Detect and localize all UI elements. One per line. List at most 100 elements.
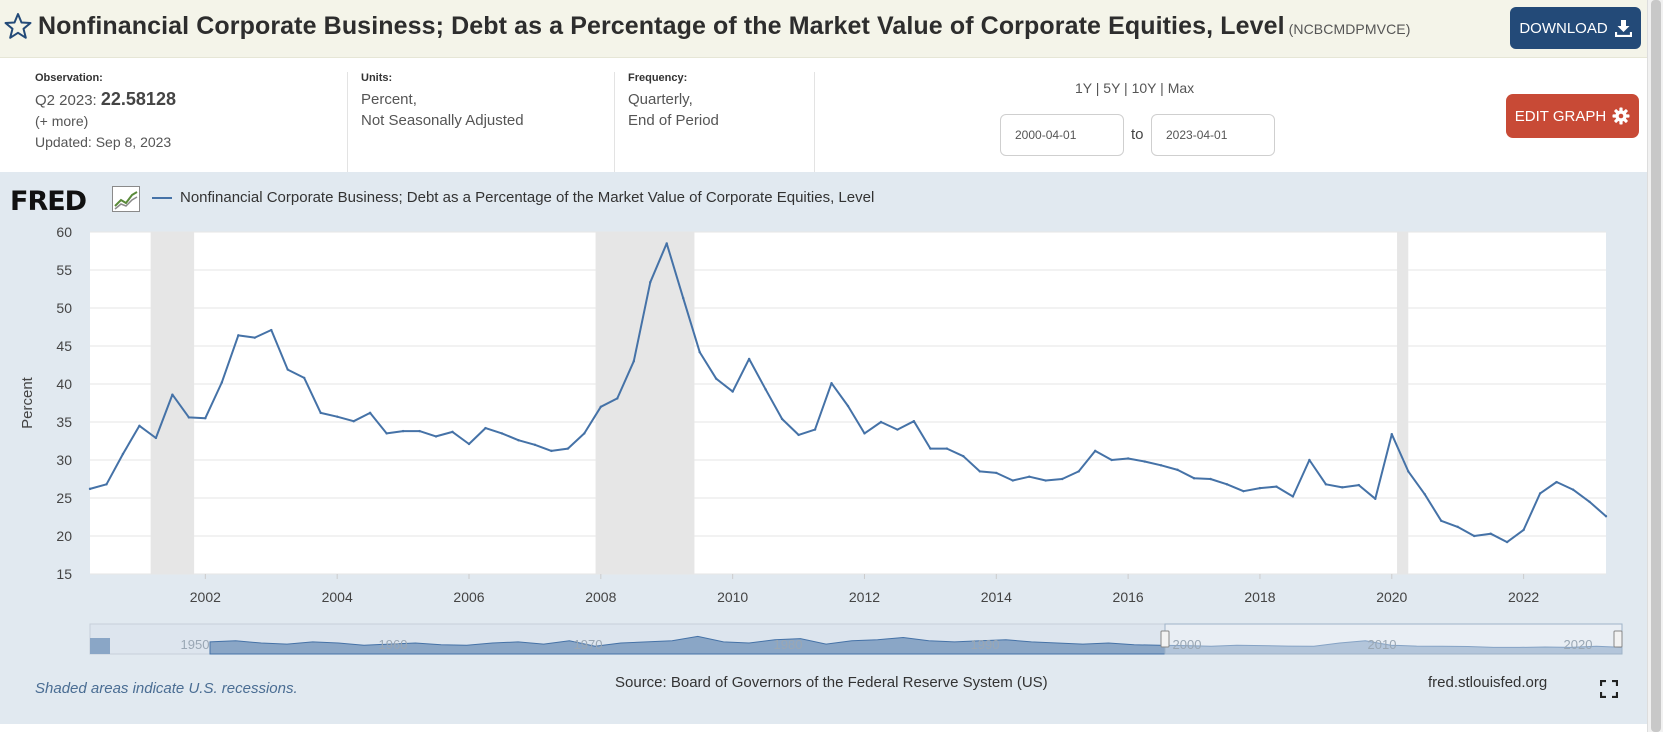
data-point bbox=[401, 429, 405, 433]
range-link-max[interactable]: Max bbox=[1167, 80, 1195, 96]
data-point bbox=[187, 416, 191, 419]
range-link-5y[interactable]: 5Y bbox=[1103, 80, 1121, 96]
data-point bbox=[780, 417, 784, 421]
recession-band bbox=[595, 232, 695, 574]
units-label: Units: bbox=[361, 72, 393, 84]
x-tick-label: 2010 bbox=[717, 589, 748, 605]
data-point bbox=[1423, 493, 1426, 496]
data-point bbox=[1341, 486, 1344, 489]
data-point bbox=[797, 433, 800, 437]
recession-band bbox=[150, 232, 195, 574]
legend-swatch bbox=[152, 196, 172, 199]
data-point bbox=[418, 429, 421, 433]
x-tick-label: 2016 bbox=[1113, 589, 1144, 605]
data-point bbox=[138, 424, 141, 427]
navigator-handle-right[interactable] bbox=[1613, 630, 1623, 648]
navigator-label: 2010 bbox=[1368, 637, 1397, 652]
star-outline-icon[interactable] bbox=[4, 12, 32, 40]
data-point bbox=[731, 390, 734, 393]
data-point bbox=[500, 432, 504, 435]
data-point bbox=[1522, 528, 1525, 532]
data-point bbox=[1176, 468, 1179, 472]
data-point bbox=[352, 420, 355, 423]
navigator-label: 1970 bbox=[574, 637, 603, 652]
title-bar: Nonfinancial Corporate Business; Debt as… bbox=[0, 0, 1647, 58]
data-point bbox=[517, 439, 520, 442]
data-point bbox=[385, 432, 388, 435]
data-point bbox=[1209, 477, 1212, 481]
frequency-line-1: Quarterly, bbox=[628, 91, 693, 108]
data-point bbox=[1291, 495, 1295, 498]
data-point bbox=[270, 328, 273, 332]
more-link[interactable]: (+ more) bbox=[35, 113, 89, 129]
data-point bbox=[599, 405, 603, 408]
y-tick-label: 55 bbox=[56, 262, 72, 278]
x-tick-label: 2022 bbox=[1508, 589, 1539, 605]
y-tick-label: 30 bbox=[56, 452, 72, 468]
data-point bbox=[1571, 488, 1575, 491]
y-tick-label: 20 bbox=[56, 528, 72, 544]
data-point bbox=[237, 334, 240, 337]
data-point bbox=[846, 404, 850, 408]
plot-background bbox=[90, 232, 1606, 574]
data-point bbox=[220, 381, 224, 384]
navigator-label: 1950 bbox=[181, 637, 210, 652]
data-point bbox=[1538, 492, 1542, 495]
chart-area: FRED Nonfinancial Corporate Business; De… bbox=[0, 172, 1647, 724]
frequency-label: Frequency: bbox=[628, 72, 688, 84]
range-link-10y[interactable]: 10Y bbox=[1131, 80, 1157, 96]
data-point bbox=[1159, 464, 1163, 467]
data-point bbox=[1192, 477, 1196, 480]
data-point bbox=[533, 443, 537, 446]
navigator-handle-left[interactable] bbox=[1160, 630, 1170, 648]
data-point bbox=[1374, 497, 1377, 500]
start-date-input[interactable]: 2000-04-01 bbox=[1000, 114, 1124, 156]
data-point bbox=[879, 420, 883, 424]
navigator-label: 2020 bbox=[1564, 637, 1593, 652]
divider bbox=[347, 72, 348, 172]
end-date-input[interactable]: 2023-04-01 bbox=[1151, 114, 1275, 156]
download-button-label: DOWNLOAD bbox=[1519, 19, 1608, 37]
data-point bbox=[1143, 460, 1146, 463]
data-point bbox=[1044, 479, 1047, 482]
edit-graph-button[interactable]: EDIT GRAPH bbox=[1506, 94, 1639, 138]
data-point bbox=[912, 420, 916, 423]
source-text: Source: Board of Governors of the Federa… bbox=[615, 674, 1048, 691]
data-point bbox=[253, 336, 256, 339]
data-point bbox=[1324, 483, 1328, 486]
data-point bbox=[995, 471, 998, 475]
date-to-label: to bbox=[1131, 126, 1144, 143]
fullscreen-icon[interactable] bbox=[1600, 680, 1618, 698]
fred-logo: FRED bbox=[10, 186, 87, 217]
data-point bbox=[978, 470, 982, 473]
units-line-1: Percent, bbox=[361, 91, 417, 108]
data-point bbox=[1275, 485, 1278, 488]
data-point bbox=[945, 447, 949, 450]
vertical-scrollbar[interactable] bbox=[1647, 0, 1663, 732]
x-tick-label: 2020 bbox=[1376, 589, 1407, 605]
download-button[interactable]: DOWNLOAD bbox=[1510, 7, 1641, 49]
navigator-label: 1990 bbox=[971, 637, 1000, 652]
observation-period: Q2 2023: bbox=[35, 92, 97, 109]
data-point bbox=[319, 411, 322, 415]
data-point bbox=[863, 432, 866, 435]
frequency-line-2: End of Period bbox=[628, 112, 719, 129]
data-point bbox=[649, 280, 652, 284]
data-point bbox=[896, 428, 899, 431]
data-point bbox=[698, 350, 701, 354]
data-point bbox=[1604, 515, 1608, 518]
data-point bbox=[714, 377, 718, 380]
x-tick-label: 2002 bbox=[190, 589, 221, 605]
fred-url-link[interactable]: fred.stlouisfed.org bbox=[1428, 674, 1548, 691]
range-link-1y[interactable]: 1Y bbox=[1075, 80, 1092, 96]
navigator-overview bbox=[90, 638, 110, 654]
data-point bbox=[1093, 449, 1097, 453]
scrollbar-thumb[interactable] bbox=[1651, 0, 1661, 732]
navigator-label: 1980 bbox=[774, 637, 803, 652]
data-point bbox=[1308, 458, 1311, 462]
frequency-block: Frequency: Quarterly, End of Period bbox=[628, 72, 719, 131]
updated-date: Updated: Sep 8, 2023 bbox=[35, 134, 172, 150]
legend-label: Nonfinancial Corporate Business; Debt as… bbox=[180, 189, 875, 206]
x-tick-label: 2012 bbox=[849, 589, 880, 605]
data-point bbox=[1456, 525, 1459, 529]
